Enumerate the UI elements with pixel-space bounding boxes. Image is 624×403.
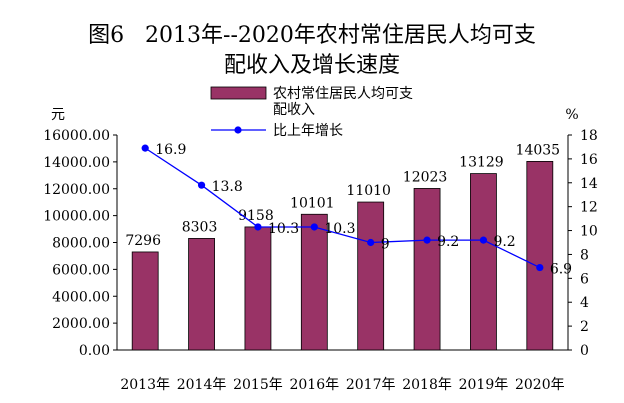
legend-bar-swatch bbox=[210, 86, 267, 100]
x-tick-label: 2014年 bbox=[177, 377, 227, 393]
chart-subtitle: 配收入及增长速度 bbox=[224, 53, 400, 78]
bar-value-label: 10101 bbox=[290, 195, 335, 211]
left-tick-label: 6000.00 bbox=[52, 262, 110, 278]
growth-point bbox=[479, 236, 488, 244]
bar bbox=[300, 213, 328, 351]
growth-point bbox=[197, 181, 206, 189]
growth-value-label: 13.8 bbox=[212, 179, 243, 195]
left-tick-label: 2000.00 bbox=[52, 316, 110, 332]
growth-point bbox=[423, 236, 431, 244]
right-tick-label: 12 bbox=[580, 200, 598, 216]
growth-line bbox=[144, 147, 541, 269]
x-tick-label: 2019年 bbox=[459, 377, 509, 393]
legend-bar-label-line2: 配收入 bbox=[273, 102, 315, 118]
bar-value-label: 8303 bbox=[182, 219, 218, 235]
left-tick-label: 16000.00 bbox=[43, 128, 110, 144]
left-tick-label: 12000.00 bbox=[43, 182, 110, 198]
growth-value-label: 10.3 bbox=[268, 221, 299, 237]
x-tick-label: 2013年 bbox=[120, 377, 170, 393]
bar bbox=[413, 188, 441, 351]
right-tick-label: 10 bbox=[580, 224, 598, 240]
axes: 0.00 2000.00 4000.00 6000.00 8000.00 10000.00… bbox=[43, 128, 598, 393]
bar bbox=[131, 251, 159, 351]
bar bbox=[244, 226, 272, 351]
legend-line-label: 比上年增长 bbox=[273, 123, 343, 139]
growth-value-label: 16.9 bbox=[155, 142, 186, 158]
left-tick-label: 14000.00 bbox=[43, 155, 110, 171]
right-tick-label: 18 bbox=[580, 128, 598, 144]
bar bbox=[470, 173, 497, 351]
bar-value-label: 11010 bbox=[346, 183, 391, 199]
right-tick-label: 8 bbox=[580, 247, 589, 263]
bar-value-label: 12023 bbox=[403, 169, 448, 185]
left-tick-label: 10000.00 bbox=[43, 209, 110, 225]
x-tick-label: 2018年 bbox=[402, 377, 452, 393]
growth-value-label: 9.2 bbox=[437, 234, 459, 250]
legend-bar-label-line1: 农村常住居民人均可支 bbox=[273, 86, 413, 102]
growth-point bbox=[536, 263, 544, 272]
growth-value-label: 10.3 bbox=[324, 221, 355, 237]
bar bbox=[526, 161, 554, 351]
growth-value-label: 6.9 bbox=[550, 262, 572, 278]
left-axis-unit: 元 bbox=[51, 107, 65, 123]
bar-series: 7296 8303 9158 10101 11010 12023 13129 14035 bbox=[125, 142, 561, 351]
bar-value-label: 14035 bbox=[516, 142, 561, 158]
x-tick-label: 2015年 bbox=[233, 377, 283, 393]
growth-point bbox=[141, 144, 149, 152]
growth-point bbox=[310, 223, 318, 231]
legend-line-marker bbox=[234, 126, 242, 134]
line-series: 16.9 13.8 10.3 10.3 9 9.2 9.2 6.9 bbox=[141, 142, 572, 278]
bar-value-label: 7296 bbox=[125, 233, 161, 249]
x-tick-label: 2020年 bbox=[515, 377, 565, 393]
bar bbox=[357, 201, 385, 351]
left-tick-label: 4000.00 bbox=[52, 289, 110, 305]
left-tick-label: 0.00 bbox=[79, 343, 110, 359]
growth-value-label: 9.2 bbox=[493, 234, 515, 250]
chart-title: 图6 2013年--2020年农村常住居民人均可支 bbox=[88, 23, 536, 48]
growth-point bbox=[254, 223, 262, 231]
right-tick-label: 16 bbox=[580, 152, 598, 168]
bar bbox=[188, 238, 215, 351]
right-tick-label: 6 bbox=[580, 271, 589, 287]
bar-value-label: 13129 bbox=[459, 155, 504, 171]
right-axis-unit: % bbox=[565, 107, 578, 123]
left-tick-label: 8000.00 bbox=[52, 236, 110, 252]
x-tick-label: 2017年 bbox=[346, 377, 396, 393]
right-tick-label: 2 bbox=[580, 319, 589, 335]
bar-value-label: 9158 bbox=[238, 208, 274, 224]
growth-point bbox=[367, 238, 375, 247]
x-tick-label: 2016年 bbox=[289, 377, 339, 393]
growth-value-label: 9 bbox=[381, 237, 390, 253]
right-tick-label: 4 bbox=[580, 295, 589, 311]
right-tick-label: 14 bbox=[580, 176, 598, 192]
right-tick-label: 0 bbox=[580, 343, 589, 359]
